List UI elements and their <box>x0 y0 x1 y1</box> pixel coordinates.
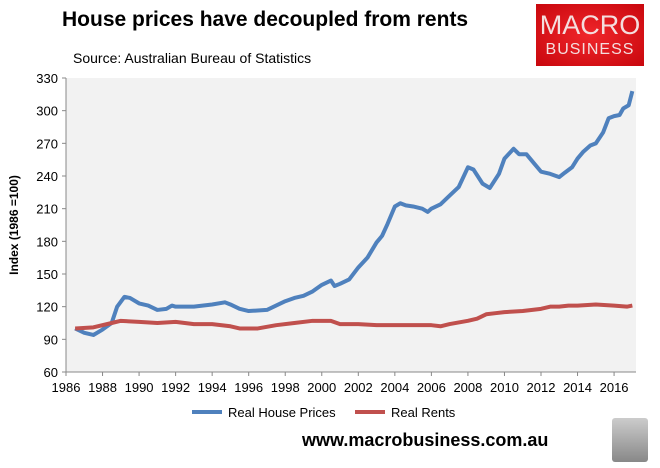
x-tick-label: 1990 <box>125 380 154 395</box>
logo-line1: MACRO <box>539 10 641 40</box>
x-tick-label: 1992 <box>161 380 190 395</box>
chart-subtitle: Source: Australian Bureau of Statistics <box>73 50 312 66</box>
y-tick-label: 330 <box>36 71 58 86</box>
x-tick-label: 2010 <box>490 380 519 395</box>
macrobusiness-logo: MACRO BUSINESS <box>536 4 644 66</box>
y-tick-label: 270 <box>36 136 58 151</box>
y-tick-label: 300 <box>36 104 58 119</box>
x-tick-label: 1996 <box>234 380 263 395</box>
logo-line2: BUSINESS <box>545 41 635 58</box>
x-tick-label: 2014 <box>563 380 592 395</box>
x-tick-label: 2016 <box>600 380 629 395</box>
y-tick-label: 240 <box>36 169 58 184</box>
x-tick-label: 2008 <box>453 380 482 395</box>
x-tick-label: 1986 <box>52 380 81 395</box>
x-tick-label: 2006 <box>417 380 446 395</box>
x-tick-label: 1988 <box>88 380 117 395</box>
legend-label-0: Real House Prices <box>228 405 336 420</box>
x-tick-label: 2004 <box>380 380 409 395</box>
footer-url: www.macrobusiness.com.au <box>302 430 549 450</box>
chart-title: House prices have decoupled from rents <box>62 8 469 31</box>
series-line-0 <box>74 90 635 337</box>
plot-area <box>66 78 636 372</box>
y-tick-label: 90 <box>44 332 58 347</box>
y-tick-label: 210 <box>36 202 58 217</box>
x-tick-label: 2002 <box>344 380 373 395</box>
y-tick-label: 60 <box>44 365 58 380</box>
y-axis-label: Index (1986 =100) <box>7 175 21 275</box>
wolf-logo <box>612 418 648 462</box>
y-tick-label: 150 <box>36 267 58 282</box>
legend-label-1: Real Rents <box>391 405 456 420</box>
series-line-1 <box>75 302 633 331</box>
y-tick-label: 120 <box>36 300 58 315</box>
y-tick-label: 180 <box>36 234 58 249</box>
x-tick-label: 1994 <box>198 380 227 395</box>
x-tick-label: 2000 <box>307 380 336 395</box>
x-tick-label: 1998 <box>271 380 300 395</box>
x-tick-label: 2012 <box>527 380 556 395</box>
